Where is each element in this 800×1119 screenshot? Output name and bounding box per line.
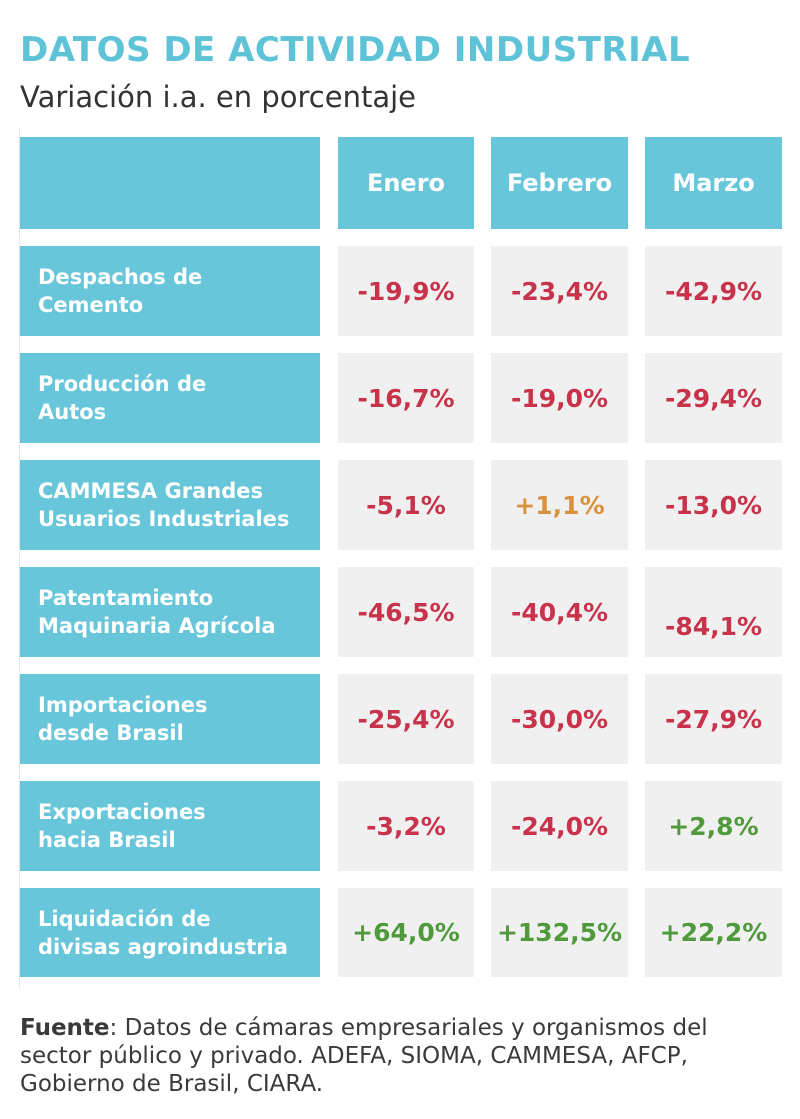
value-cell: -30,0% — [491, 674, 628, 764]
row-label-importaciones: Importaciones desde Brasil — [20, 674, 320, 764]
source-label: Fuente — [20, 1015, 110, 1041]
value-cell: -3,2% — [338, 781, 474, 871]
data-table: Enero Febrero Marzo Despachos de Cemento… — [20, 137, 782, 977]
value-cell: -46,5% — [338, 567, 474, 657]
row-label-liquidacion: Liquidación de divisas agroindustria — [20, 888, 320, 977]
value-cell: -27,9% — [645, 674, 782, 764]
value-cell: -40,4% — [491, 567, 628, 657]
column-header-marzo: Marzo — [645, 137, 782, 229]
value-cell: -42,9% — [645, 246, 782, 336]
page-subtitle: Variación i.a. en porcentaje — [20, 80, 417, 114]
value-cell: -19,9% — [338, 246, 474, 336]
row-label-patentamiento: Patentamiento Maquinaria Agrícola — [20, 567, 320, 657]
column-header-febrero: Febrero — [491, 137, 628, 229]
table-corner-header — [20, 137, 320, 229]
value-cell: -29,4% — [645, 353, 782, 443]
value-cell: -25,4% — [338, 674, 474, 764]
value-cell: -24,0% — [491, 781, 628, 871]
value-cell: +132,5% — [491, 888, 628, 977]
value-cell: -19,0% — [491, 353, 628, 443]
page-title: DATOS DE ACTIVIDAD INDUSTRIAL — [20, 30, 691, 70]
row-label-produccion-autos: Producción de Autos — [20, 353, 320, 443]
value-cell: -16,7% — [338, 353, 474, 443]
row-label-despachos-cemento: Despachos de Cemento — [20, 246, 320, 336]
value-cell: +64,0% — [338, 888, 474, 977]
row-label-cammesa: CAMMESA Grandes Usuarios Industriales — [20, 460, 320, 550]
source-note: Fuente: Datos de cámaras empresariales y… — [20, 1014, 780, 1098]
source-text: : Datos de cámaras empresariales y organ… — [20, 1015, 708, 1097]
column-header-enero: Enero — [338, 137, 474, 229]
value-cell: +1,1% — [491, 460, 628, 550]
row-label-exportaciones: Exportaciones hacia Brasil — [20, 781, 320, 871]
value-cell: -23,4% — [491, 246, 628, 336]
value-cell: +2,8% — [645, 781, 782, 871]
value-cell: +22,2% — [645, 888, 782, 977]
value-cell: -13,0% — [645, 460, 782, 550]
left-rule — [19, 128, 20, 988]
value-cell: -5,1% — [338, 460, 474, 550]
value-cell: -84,1% — [645, 567, 782, 657]
